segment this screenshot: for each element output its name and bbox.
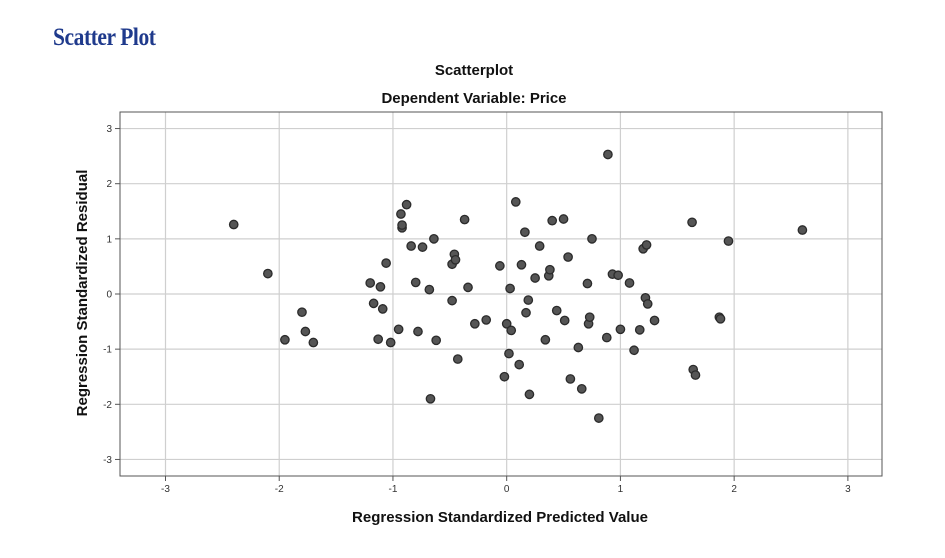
data-point [584, 312, 595, 323]
data-point [510, 197, 521, 207]
data-point [576, 384, 587, 394]
data-point [413, 326, 423, 337]
y-axis-label: Regression Standardized Residual [74, 170, 91, 417]
data-point [365, 278, 376, 288]
page-heading: Scatter Plot [53, 24, 156, 51]
data-point [452, 354, 463, 364]
data-point [431, 335, 442, 346]
data-point [563, 252, 573, 262]
y-tick-label: 0 [106, 290, 112, 301]
data-point [308, 337, 319, 348]
data-point [375, 281, 386, 292]
data-point [228, 219, 239, 230]
data-point [521, 307, 531, 318]
x-axis-label: Regression Standardized Predicted Value [352, 509, 648, 526]
x-tick-label: -1 [389, 484, 398, 495]
data-point [520, 227, 530, 238]
data-point [523, 295, 534, 305]
data-point [582, 278, 593, 289]
y-tick-label: 2 [106, 179, 112, 190]
data-point [540, 334, 551, 345]
data-point [690, 370, 701, 380]
data-point [545, 264, 555, 275]
data-point [573, 342, 584, 353]
data-point [396, 209, 406, 219]
data-point [377, 304, 388, 314]
data-point [565, 374, 576, 384]
data-point [551, 305, 562, 316]
data-point [516, 259, 527, 270]
x-tick-label: 2 [731, 484, 737, 495]
data-point [506, 325, 517, 336]
data-point [613, 270, 623, 281]
data-point [687, 217, 697, 228]
axis-ticks: -3 -2 -1 0 1 2 3 -3 -2 -1 0 1 2 3 [103, 124, 851, 495]
data-point [559, 315, 570, 326]
y-tick-label: 1 [106, 234, 112, 245]
data-point [450, 254, 461, 265]
data-point [501, 318, 512, 329]
data-point [524, 389, 535, 400]
data-point [547, 215, 558, 226]
data-point [410, 277, 421, 288]
data-point [642, 299, 653, 309]
data-point [649, 315, 660, 326]
data-point [280, 334, 290, 345]
data-point [385, 337, 396, 348]
data-point [300, 326, 311, 337]
data-point [601, 332, 612, 343]
data-point [530, 273, 540, 283]
data-point [641, 240, 652, 250]
data-point [406, 241, 417, 251]
y-tick-label: 3 [106, 124, 112, 135]
data-point [603, 149, 613, 160]
y-tick-label: -1 [103, 345, 112, 356]
data-point [425, 393, 436, 404]
data-point [629, 345, 639, 356]
y-tick-label: -2 [103, 400, 112, 411]
data-point [381, 258, 391, 268]
data-point [797, 225, 808, 235]
data-point [297, 307, 307, 318]
x-tick-label: -3 [161, 484, 170, 495]
data-point [499, 371, 510, 382]
x-tick-label: 1 [618, 484, 624, 495]
data-point [401, 199, 412, 210]
data-point [429, 233, 439, 244]
data-point [447, 295, 457, 306]
data-point [624, 278, 635, 288]
data-point [368, 298, 379, 309]
data-point [593, 413, 604, 423]
data-point [615, 324, 626, 335]
data-point [373, 334, 384, 345]
data-point [587, 233, 597, 244]
data-point [504, 348, 514, 359]
data-points [228, 149, 808, 423]
data-point [715, 313, 726, 324]
data-point [495, 261, 505, 271]
data-point [397, 220, 407, 230]
data-point [417, 242, 428, 252]
data-point [558, 214, 569, 224]
data-point [469, 318, 480, 329]
data-point [424, 284, 435, 295]
data-point [634, 324, 645, 335]
grid [120, 112, 882, 476]
data-point [459, 214, 470, 225]
data-point [263, 268, 273, 279]
chart-subtitle: Dependent Variable: Price [381, 90, 566, 107]
data-point [463, 282, 473, 293]
x-tick-label: 0 [504, 484, 510, 495]
data-point [505, 283, 515, 294]
data-point [393, 324, 404, 335]
data-point [481, 315, 492, 325]
data-point [534, 241, 545, 251]
x-tick-label: -2 [275, 484, 284, 495]
x-tick-label: 3 [845, 484, 851, 495]
data-point [514, 359, 525, 370]
y-tick-label: -3 [103, 455, 112, 466]
data-point [723, 236, 734, 246]
chart-title: Scatterplot [435, 62, 513, 79]
